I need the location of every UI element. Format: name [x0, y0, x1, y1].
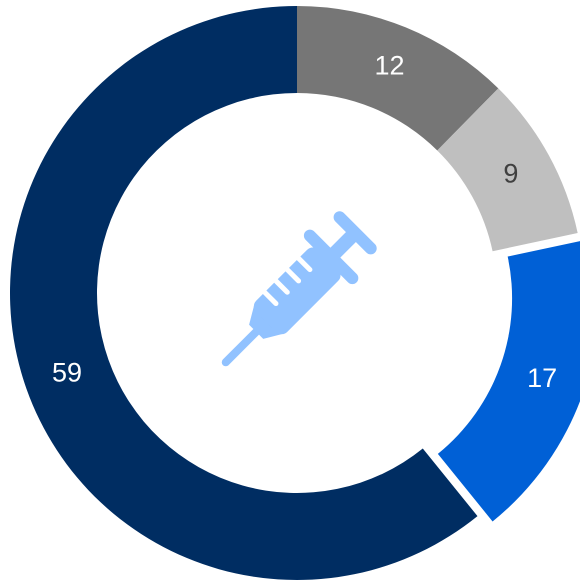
data-label: 12: [374, 50, 404, 80]
syringe-icon: [221, 211, 377, 367]
slice: [10, 6, 478, 580]
data-label: 17: [527, 363, 557, 393]
slices: 12 9 17 59: [10, 6, 580, 580]
slice: [297, 6, 499, 151]
slice: [437, 241, 580, 522]
slice: [437, 88, 578, 252]
data-label: 9: [503, 159, 518, 189]
data-label: 59: [52, 358, 82, 388]
